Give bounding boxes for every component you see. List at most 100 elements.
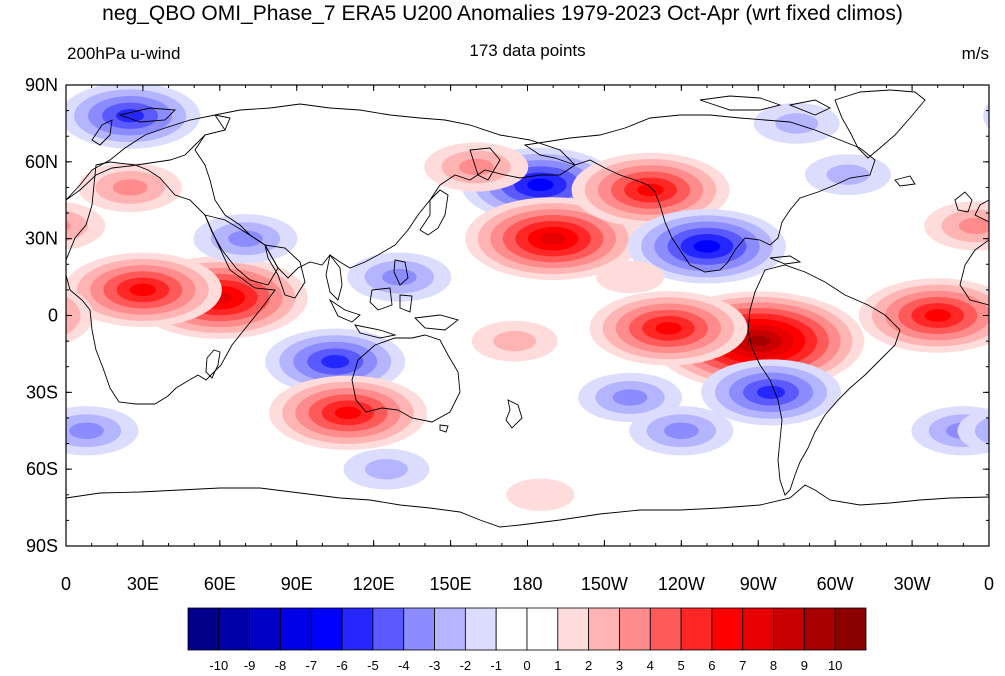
anomaly-contour [664,422,699,439]
anomaly-contour [974,417,989,444]
colorbar-label: 9 [801,658,808,673]
x-tick-label: 60W [817,574,854,594]
anomaly-contour [992,423,1005,439]
variable-label: 200hPa u-wind [67,44,181,63]
anomaly-contour [924,309,951,322]
anomaly-contour [983,102,989,129]
colorbar-label: 10 [828,658,842,673]
anomaly-contour [746,335,771,347]
colorbar-swatch [649,607,682,651]
colorbar-label: 8 [770,658,777,673]
anomaly-contour [757,385,786,399]
colorbar-label: -2 [460,658,472,673]
anomaly-contour [997,89,1005,142]
colorbar-swatch [834,607,867,651]
colorbar-label: -4 [398,658,410,673]
anomaly-contour [381,268,417,286]
anomaly-contour [986,281,989,299]
anomaly-contour [112,179,148,196]
colorbar-label: 0 [523,658,530,673]
anomaly-contour [116,109,145,123]
units-label: m/s [961,44,989,63]
colorbar-swatch [711,607,744,651]
colorbar-swatch [619,607,651,651]
y-tick-label: 60N [25,152,58,172]
y-tick-label: 60S [26,459,58,479]
colorbar-swatch [372,607,405,651]
colorbar-label: 6 [708,658,715,673]
colorbar-swatch [434,607,466,651]
colorbar-swatch [249,607,281,651]
anomaly-contour [2,309,28,321]
axis-tick-labels: 0 30E 60E 90E 120E 150E 180 150W 120W 90W 60W 30W 09… [25,75,994,594]
colorbar-label: 4 [647,658,654,673]
colorbar-swatch [464,607,497,651]
colorbar-swatch [495,607,528,651]
anomaly-contour [334,406,362,420]
anomaly-contour [228,230,263,247]
anomaly-contour [66,220,71,232]
y-tick-label: 90S [26,536,58,556]
colorbar-swatch [588,607,620,651]
colorbar-label: 2 [585,658,592,673]
colorbar-swatch [526,607,559,651]
x-tick-label: 150W [581,574,628,594]
anomaly-contour [957,408,989,454]
x-tick-label: 0 [984,574,994,594]
anomaly-contour [23,423,58,439]
anomaly-contours [0,85,1005,511]
colorbar-swatch [218,607,251,651]
anomaly-contour [69,422,104,439]
anomaly-contour [596,260,665,294]
colorbar-label: -9 [244,658,256,673]
anomaly-contour [66,296,81,335]
coastlines [66,89,989,528]
colorbar-label: -1 [490,658,502,673]
x-tick-label: 120W [658,574,705,594]
y-tick-label: 30S [26,382,58,402]
y-tick-label: 30N [25,229,58,249]
anomaly-contour [506,478,575,511]
colorbar-label: 3 [616,658,623,673]
colorbar-swatch [773,607,805,651]
anomaly-contour [321,355,350,369]
y-tick-label: 90N [25,75,58,95]
colorbar-swatch [803,607,836,651]
anomaly-contour [66,210,88,242]
colorbar-label: -6 [336,658,348,673]
anomaly-contour [612,389,648,406]
anomaly-contour [0,303,41,328]
x-tick-label: 60E [204,574,236,594]
anomaly-contour [66,419,76,442]
colorbar-label: -10 [209,658,228,673]
colorbar-swatch [341,607,374,651]
x-tick-label: 30E [127,574,159,594]
colorbar-swatch [310,607,343,651]
colorbar-swatch [680,607,713,651]
x-tick-label: 90E [281,574,313,594]
colorbar-label: -7 [305,658,317,673]
anomaly-contour [493,330,537,352]
colorbar-swatch [280,607,312,651]
anomaly-contour [655,322,682,335]
anomaly-contour [0,297,54,334]
axis-ticks [65,84,990,547]
colorbar: -10 -9 -8 -7 -6 -5 -4 -3 -2 -1 0 1 2 3 4 5 6 7 8 9 10 [187,607,867,673]
anomaly-contour [129,283,157,297]
anomaly-contour [527,178,554,192]
colorbar-label: 5 [677,658,684,673]
anomaly-contour [693,240,721,253]
x-tick-label: 150E [430,574,472,594]
colorbar-label: 1 [554,658,561,673]
colorbar-label: 7 [739,658,746,673]
colorbar-label: -3 [429,658,441,673]
anomaly-contour [775,113,819,134]
anomaly-contour [364,458,408,480]
anomaly-contour [958,217,989,235]
chart-title: neg_QBO OMI_Phase_7 ERA5 U200 Anomalies … [102,2,903,25]
anomaly-contour [637,183,664,197]
data-count-label: 173 data points [469,41,586,60]
x-tick-label: 0 [61,574,71,594]
anomaly-contour [458,158,494,176]
